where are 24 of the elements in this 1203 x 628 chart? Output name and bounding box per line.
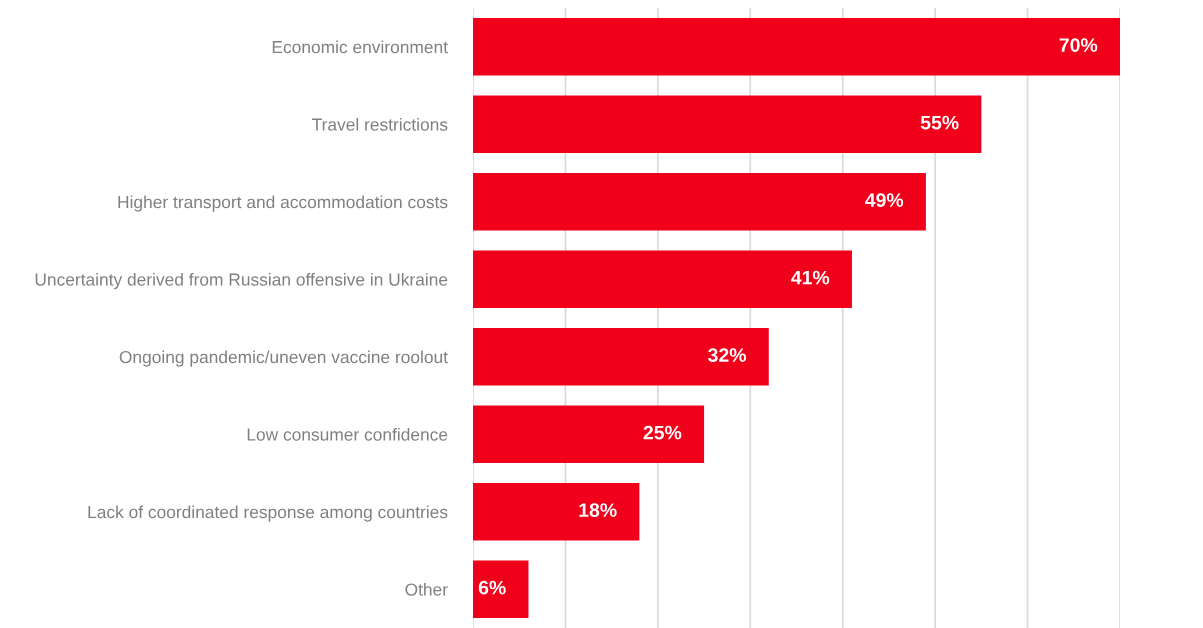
data-label: 41% <box>791 270 830 285</box>
y-tick-label: Low consumer confidence <box>247 427 448 441</box>
bar <box>473 483 640 541</box>
data-label: 55% <box>920 115 959 130</box>
data-label: 70% <box>1059 38 1098 52</box>
data-label: 49% <box>865 193 904 207</box>
bar <box>473 560 529 618</box>
y-tick-label: Travel restrictions <box>312 117 448 131</box>
bar <box>473 173 926 231</box>
data-label: 6% <box>478 580 506 595</box>
data-label: 32% <box>708 348 747 362</box>
bar <box>473 18 1120 76</box>
y-tick-label: Economic environment <box>272 40 448 54</box>
y-tick-label: Lack of coordinated response among countries <box>88 505 448 522</box>
bar <box>473 95 982 153</box>
bar <box>473 405 705 463</box>
data-label: 18% <box>579 503 617 517</box>
y-tick-label: Ongoing pandemic/uneven vaccine roolout <box>119 350 448 367</box>
bar <box>473 328 769 386</box>
y-tick-label: Higher transport and accommodation costs <box>118 195 448 212</box>
bar <box>473 250 852 308</box>
data-label: 25% <box>643 425 682 440</box>
y-tick-label: Other <box>405 582 448 596</box>
y-tick-label: Uncertainty derived from Russian offensive in Ukraine <box>35 272 448 290</box>
